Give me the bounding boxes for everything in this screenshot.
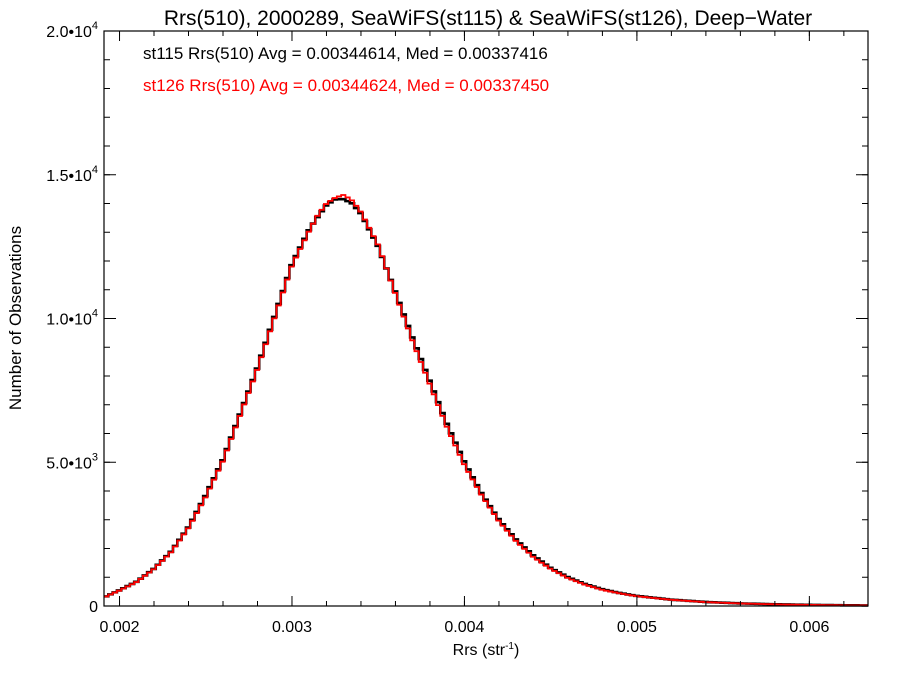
annotation-st115: st115 Rrs(510) Avg = 0.00344614, Med = 0… bbox=[143, 44, 548, 63]
y-tick-label-base: 2.0•10 bbox=[46, 24, 92, 41]
x-tick-label: 0.005 bbox=[617, 619, 657, 636]
series-st126-line bbox=[104, 194, 869, 607]
y-tick-label-base: 5.0•10 bbox=[46, 455, 92, 472]
x-axis-label-text: Rrs (str bbox=[453, 642, 506, 659]
y-axis-label: Number of Observations bbox=[6, 226, 25, 410]
x-tick-label: 0.004 bbox=[444, 619, 484, 636]
y-tick-label-base: 0 bbox=[89, 599, 98, 616]
y-tick-label: 1.5•104 bbox=[46, 164, 98, 185]
y-tick-label-base: 1.5•10 bbox=[46, 168, 92, 185]
y-tick-label: 2.0•104 bbox=[46, 20, 98, 41]
x-axis-label-exponent: -1 bbox=[505, 641, 514, 652]
x-axis-label-suffix: ) bbox=[514, 642, 519, 659]
y-tick-label: 5.0•103 bbox=[46, 451, 98, 472]
y-tick-label-exponent: 3 bbox=[92, 451, 98, 463]
annotation-st126: st126 Rrs(510) Avg = 0.00344624, Med = 0… bbox=[143, 76, 549, 95]
chart-title: Rrs(510), 2000289, SeaWiFS(st115) & SeaW… bbox=[164, 7, 812, 30]
y-tick-label: 0 bbox=[89, 599, 98, 616]
x-axis-ticks: 0.002 0.003 0.004 0.005 0.006 bbox=[99, 31, 845, 636]
plot-series bbox=[104, 194, 869, 607]
y-tick-label: 1.0•104 bbox=[46, 308, 98, 329]
x-tick-label: 0.002 bbox=[99, 619, 139, 636]
y-tick-label-exponent: 4 bbox=[92, 20, 98, 32]
y-tick-label-exponent: 4 bbox=[92, 308, 98, 320]
x-tick-label: 0.006 bbox=[789, 619, 829, 636]
x-axis-label: Rrs (str-1) bbox=[453, 641, 520, 659]
y-tick-label-base: 1.0•10 bbox=[46, 312, 92, 329]
x-tick-label: 0.003 bbox=[272, 619, 312, 636]
y-tick-label-exponent: 4 bbox=[92, 164, 98, 176]
